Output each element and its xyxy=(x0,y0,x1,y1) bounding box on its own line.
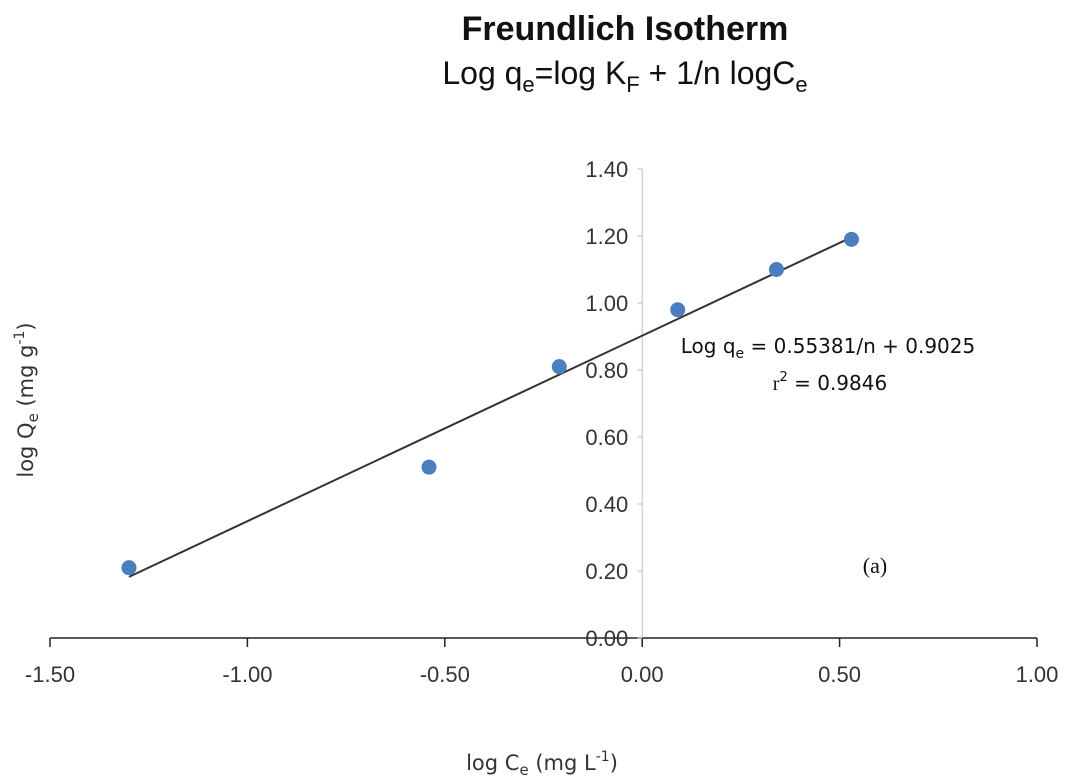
r2-rest: = 0.9846 xyxy=(788,371,887,395)
data-point xyxy=(670,302,686,318)
xlabel-unit: (mg L xyxy=(529,751,596,775)
y-tick-label: 1.20 xyxy=(585,224,628,249)
x-tick-label: 0.50 xyxy=(818,662,861,687)
x-tick-label: 0.00 xyxy=(621,662,664,687)
r-squared: r2 = 0.9846 xyxy=(773,370,887,395)
data-point xyxy=(843,231,859,247)
trendline-layer xyxy=(128,236,852,578)
x-tick-label: -1.00 xyxy=(222,662,272,687)
axes xyxy=(49,168,1038,647)
trendline xyxy=(128,236,852,578)
subtitle-sub-1: e xyxy=(522,72,534,97)
subtitle-part-2: =log K xyxy=(535,55,627,91)
x-axis-label: log Ce (mg L-1) xyxy=(466,749,618,779)
y-tick-label: 0.80 xyxy=(585,358,628,383)
data-point xyxy=(768,262,784,277)
x-tick-label: -0.50 xyxy=(420,662,470,687)
trend-equation: Log qe = 0.55381/n + 0.9025 xyxy=(681,334,975,362)
data-point xyxy=(121,560,137,576)
y-tick-label: 0.60 xyxy=(585,425,628,450)
r2-base: r xyxy=(773,373,780,395)
ylabel-unit: (mg g xyxy=(14,345,38,414)
xlabel-close: ) xyxy=(610,751,618,775)
xlabel-base: log C xyxy=(466,751,519,775)
r2-sup: 2 xyxy=(779,370,787,385)
x-tick-labels: -1.50 -1.00 -0.50 0.00 0.50 1.00 xyxy=(25,662,1058,687)
panel-label: (a) xyxy=(863,553,887,578)
x-tick-label: -1.50 xyxy=(25,662,75,687)
subtitle-sub-2: F xyxy=(626,72,639,97)
subtitle-part-3: + 1/n logC xyxy=(640,55,796,91)
y-axis-label: log Qe (mg g-1) xyxy=(12,322,42,477)
y-tick-label: 0.40 xyxy=(585,492,628,517)
xlabel-sup: -1 xyxy=(596,749,610,765)
xlabel-sub: e xyxy=(519,761,528,779)
y-tick-label: 0.00 xyxy=(585,626,628,651)
ylabel-sub: e xyxy=(24,413,42,422)
ylabel-base: log Q xyxy=(14,422,38,477)
data-points xyxy=(121,231,859,576)
equation-rest: = 0.55381/n + 0.9025 xyxy=(744,334,975,358)
data-point xyxy=(421,459,437,475)
y-tick-labels: 0.00 0.20 0.40 0.60 0.80 1.00 1.20 1.40 xyxy=(585,157,628,651)
data-point xyxy=(551,359,567,375)
equation-prefix: Log q xyxy=(681,334,736,358)
ylabel-sup: -1 xyxy=(12,331,28,345)
chart-subtitle: Log qe=log KF + 1/n logCe xyxy=(442,55,807,97)
y-tick-label: 1.00 xyxy=(585,291,628,316)
y-tick-label: 1.40 xyxy=(585,157,628,182)
chart-title: Freundlich Isotherm xyxy=(462,10,789,48)
ylabel-close: ) xyxy=(14,322,38,330)
subtitle-sub-3: e xyxy=(795,72,807,97)
equation-sub: e xyxy=(736,346,745,362)
subtitle-part-1: Log q xyxy=(442,55,522,91)
x-tick-label: 1.00 xyxy=(1016,662,1059,687)
y-tick-label: 0.20 xyxy=(585,559,628,584)
